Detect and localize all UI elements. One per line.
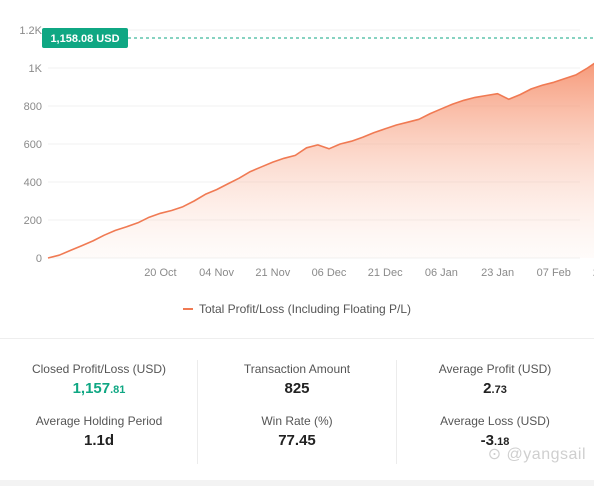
bottom-strip: [0, 480, 594, 486]
profit-loss-area: [48, 63, 594, 258]
x-tick-label: 21 Dec: [368, 267, 403, 279]
average-profit-label: Average Profit (USD): [438, 362, 552, 376]
win-rate-label: Win Rate (%): [261, 414, 333, 428]
x-tick-label: 04 Nov: [199, 267, 234, 279]
column-divider: [197, 360, 198, 464]
y-tick-label: 0: [36, 253, 42, 265]
y-tick-label: 200: [24, 215, 42, 227]
stats-column-1: Closed Profit/Loss (USD) 1,157.81 Averag…: [0, 352, 198, 468]
closed-pl-label: Closed Profit/Loss (USD): [31, 362, 167, 376]
x-tick-label: 21 Nov: [255, 267, 290, 279]
y-tick-label: 1K: [29, 63, 43, 75]
average-loss-value: -3.18: [480, 432, 510, 449]
closed-pl-value: 1,157.81: [72, 380, 126, 397]
transaction-amount-label: Transaction Amount: [243, 362, 351, 376]
stats-column-2: Transaction Amount 825 Win Rate (%) 77.4…: [198, 352, 396, 468]
watermark: ⊙ @yangsail: [487, 446, 586, 463]
x-tick-label: 07 Feb: [537, 267, 571, 279]
x-axis: 20 Oct 04 Nov 21 Nov 06 Dec 21 Dec 06 Jan 23 J…: [144, 267, 594, 279]
chart-legend[interactable]: Total Profit/Loss (Including Floating P/…: [0, 302, 594, 316]
average-loss-label: Average Loss (USD): [440, 414, 550, 428]
profit-loss-line: [47, 62, 594, 259]
x-tick-label: 06 Jan: [425, 267, 458, 279]
section-divider: [0, 338, 594, 339]
average-profit-value: 2.73: [483, 380, 507, 397]
transaction-amount-value: 825: [284, 380, 310, 397]
y-tick-label: 600: [24, 139, 42, 151]
y-tick-label: 1.2K: [19, 25, 42, 37]
stats-column-3: Average Profit (USD) 2.73 Average Loss (…: [396, 352, 594, 468]
x-tick-label: 06 Dec: [312, 267, 347, 279]
legend-label: Total Profit/Loss (Including Floating P/…: [198, 302, 412, 316]
stats-panel: Closed Profit/Loss (USD) 1,157.81 Averag…: [0, 352, 594, 468]
last-value-badge: 1,158.08 USD: [42, 27, 128, 48]
profit-loss-chart: 0 200 400 600 800 1K 1.2K 20 Oct 04 Nov 21 Nov 06…: [19, 25, 594, 279]
average-holding-label: Average Holding Period: [35, 414, 163, 428]
x-tick-label: 23 Feb: [593, 267, 594, 279]
y-axis: 0 200 400 600 800 1K 1.2K: [19, 25, 42, 265]
x-tick-label: 20 Oct: [144, 267, 176, 279]
y-tick-label: 800: [24, 101, 42, 113]
legend-swatch: [182, 307, 193, 310]
win-rate-value: 77.45: [278, 432, 316, 449]
column-divider: [396, 360, 397, 464]
last-value-label: 1,158.08 USD: [50, 33, 119, 45]
x-tick-label: 23 Jan: [481, 267, 514, 279]
average-holding-value: 1.1d: [83, 432, 114, 449]
y-tick-label: 400: [24, 177, 42, 189]
